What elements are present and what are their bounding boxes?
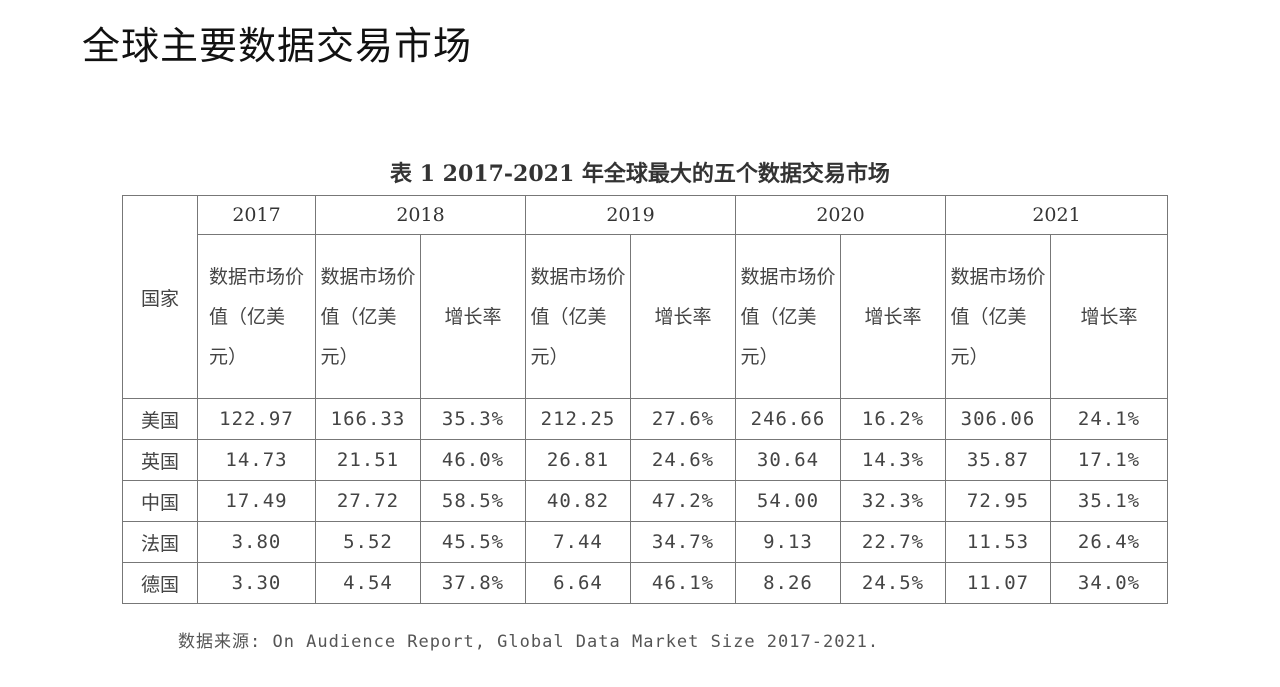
country-cell: 美国 (122, 398, 198, 440)
growth-cell: 17.1% (1050, 439, 1168, 481)
country-cell: 中国 (122, 480, 198, 522)
value-cell: 27.72 (315, 480, 421, 522)
growth-cell: 26.4% (1050, 521, 1168, 563)
value-header-label: 数据市场价值（亿美元） (209, 265, 305, 368)
growth-cell: 22.7% (840, 521, 946, 563)
country-cell: 法国 (122, 521, 198, 563)
value-header: 数据市场价值（亿美元） (197, 234, 316, 399)
country-cell: 英国 (122, 439, 198, 481)
value-header: 数据市场价值（亿美元） (735, 234, 841, 399)
growth-cell: 27.6% (630, 398, 736, 440)
growth-cell: 34.7% (630, 521, 736, 563)
value-cell: 11.53 (945, 521, 1051, 563)
value-cell: 166.33 (315, 398, 421, 440)
value-cell: 6.64 (525, 562, 631, 604)
value-header: 数据市场价值（亿美元） (945, 234, 1051, 399)
value-cell: 4.54 (315, 562, 421, 604)
value-cell: 72.95 (945, 480, 1051, 522)
value-cell: 40.82 (525, 480, 631, 522)
value-cell: 8.26 (735, 562, 841, 604)
growth-cell: 35.1% (1050, 480, 1168, 522)
value-header-label: 数据市场价值（亿美元） (530, 265, 626, 368)
growth-cell: 34.0% (1050, 562, 1168, 604)
value-cell: 35.87 (945, 439, 1051, 481)
growth-cell: 47.2% (630, 480, 736, 522)
year-header: 2017 (197, 195, 316, 235)
growth-cell: 24.6% (630, 439, 736, 481)
growth-cell: 45.5% (420, 521, 526, 563)
value-header-label: 数据市场价值（亿美元） (320, 265, 416, 368)
value-cell: 122.97 (197, 398, 316, 440)
growth-header: 增长率 (630, 234, 736, 399)
value-cell: 3.80 (197, 521, 316, 563)
value-cell: 14.73 (197, 439, 316, 481)
growth-cell: 14.3% (840, 439, 946, 481)
growth-cell: 58.5% (420, 480, 526, 522)
table-caption: 表 1 2017-2021 年全球最大的五个数据交易市场 (390, 161, 890, 187)
table-row: 德国 3.30 4.54 37.8% 6.64 46.1% 8.26 24.5%… (122, 562, 1168, 604)
value-header: 数据市场价值（亿美元） (315, 234, 421, 399)
growth-cell: 46.0% (420, 439, 526, 481)
value-cell: 17.49 (197, 480, 316, 522)
year-header: 2020 (735, 195, 946, 235)
value-header-label: 数据市场价值（亿美元） (950, 265, 1046, 368)
table-row: 法国 3.80 5.52 45.5% 7.44 34.7% 9.13 22.7%… (122, 521, 1168, 563)
growth-cell: 37.8% (420, 562, 526, 604)
value-cell: 212.25 (525, 398, 631, 440)
metric-header-row: 数据市场价值（亿美元） 数据市场价值（亿美元） 增长率 数据市场价值（亿美元） … (123, 234, 1168, 399)
table-container: 国家 2017 2018 2019 2020 2021 数据市场价值（亿美元） … (122, 195, 1168, 604)
growth-header: 增长率 (1050, 234, 1168, 399)
value-header: 数据市场价值（亿美元） (525, 234, 631, 399)
growth-header: 增长率 (420, 234, 526, 399)
growth-cell: 24.1% (1050, 398, 1168, 440)
growth-header: 增长率 (840, 234, 946, 399)
growth-cell: 35.3% (420, 398, 526, 440)
year-header: 2021 (945, 195, 1168, 235)
value-cell: 30.64 (735, 439, 841, 481)
value-header-label: 数据市场价值（亿美元） (740, 265, 836, 368)
year-header: 2019 (525, 195, 736, 235)
table-row: 美国 122.97 166.33 35.3% 212.25 27.6% 246.… (122, 398, 1168, 440)
source-note: 数据来源: On Audience Report, Global Data Ma… (178, 632, 880, 652)
year-header-row: 国家 2017 2018 2019 2020 2021 (122, 195, 1168, 399)
country-cell: 德国 (122, 562, 198, 604)
value-cell: 26.81 (525, 439, 631, 481)
growth-cell: 32.3% (840, 480, 946, 522)
value-cell: 9.13 (735, 521, 841, 563)
value-cell: 306.06 (945, 398, 1051, 440)
growth-cell: 46.1% (630, 562, 736, 604)
value-cell: 3.30 (197, 562, 316, 604)
growth-cell: 24.5% (840, 562, 946, 604)
country-header: 国家 (122, 195, 198, 399)
year-header: 2018 (315, 195, 526, 235)
value-cell: 11.07 (945, 562, 1051, 604)
table-row: 英国 14.73 21.51 46.0% 26.81 24.6% 30.64 1… (122, 439, 1168, 481)
value-cell: 246.66 (735, 398, 841, 440)
market-table: 国家 2017 2018 2019 2020 2021 数据市场价值（亿美元） … (122, 195, 1168, 604)
table-row: 中国 17.49 27.72 58.5% 40.82 47.2% 54.00 3… (122, 480, 1168, 522)
value-cell: 5.52 (315, 521, 421, 563)
value-cell: 54.00 (735, 480, 841, 522)
value-cell: 21.51 (315, 439, 421, 481)
growth-cell: 16.2% (840, 398, 946, 440)
value-cell: 7.44 (525, 521, 631, 563)
page-title: 全球主要数据交易市场 (82, 24, 473, 68)
